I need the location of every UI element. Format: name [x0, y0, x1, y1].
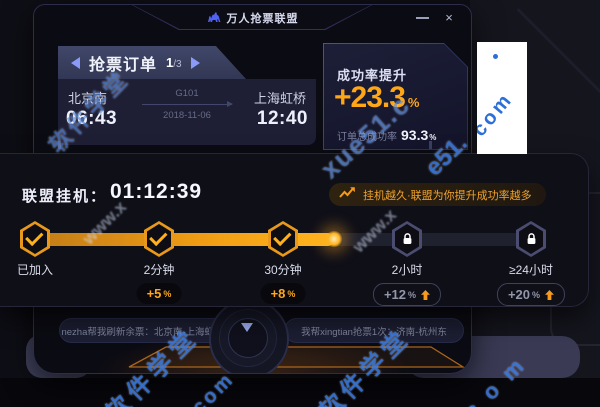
hangup-tip-text: 挂机越久·联盟为你提升成功率越多: [363, 189, 532, 202]
frame-tick-right: [429, 141, 432, 149]
order-card: 北京南 06:43 G101 2018-11-06 上海虹桥 12:40: [58, 79, 316, 145]
hangup-timer: 01:12:39: [110, 180, 203, 203]
order-total-value: 93.3: [401, 127, 429, 143]
check-icon: [268, 221, 298, 257]
hangup-label: 联盟挂机：: [22, 188, 108, 205]
success-boost-percent: %: [407, 95, 420, 110]
camel-logo-icon: [207, 11, 222, 26]
departure-block: 北京南 06:43: [66, 88, 117, 129]
watermark-white-box: ·com: [477, 42, 527, 154]
lock-icon: [392, 221, 422, 257]
window-title: 万人抢票联盟: [226, 13, 299, 25]
next-order-arrow[interactable]: [190, 56, 200, 69]
milestone-label: ≥24小时: [509, 263, 553, 277]
frame-tick-left: [58, 141, 61, 149]
milestone-badge-2h: +12%: [372, 283, 442, 306]
departure-station: 北京南: [68, 91, 108, 106]
order-page-total: /3: [173, 58, 182, 70]
check-icon: [144, 221, 174, 257]
watermark-com-box: ·com: [477, 88, 518, 149]
milestone-node-joined: [20, 221, 50, 257]
alliance-message-right: 我帮xingtian抢票1次：济南-杭州东: [284, 318, 464, 343]
milestone-track-fill: [35, 233, 334, 246]
success-boost-value-row: +23.3%: [334, 81, 419, 115]
route-arrow-line: [142, 101, 233, 107]
milestone-node-24h: [516, 221, 546, 257]
milestone-label: 30分钟: [264, 263, 302, 277]
hangup-overlay-panel: 联盟挂机： 01:12:39 挂机越久·联盟为你提升成功率越多: [0, 153, 589, 307]
milestone-badge-24h: +20%: [496, 283, 566, 306]
milestone-fill-glow: [325, 230, 343, 248]
chevron-down-icon: [241, 323, 253, 332]
lock-icon: [516, 221, 546, 257]
check-icon: [20, 221, 50, 257]
milestone-node-2h: [392, 221, 422, 257]
order-total-success-row: 订单总成功率 93.3%: [337, 127, 436, 143]
prev-order-arrow[interactable]: [71, 56, 80, 69]
alliance-message-left: nezha帮我刷新余票：北京南-上海虹桥: [59, 318, 226, 343]
hangup-tip-pill: 挂机越久·联盟为你提升成功率越多: [329, 183, 546, 206]
milestone-node-30min: [268, 221, 298, 257]
order-header-title: 抢票订单: [89, 56, 158, 74]
train-number: G101: [175, 88, 199, 99]
milestone-badge-2min: +5%: [136, 283, 182, 304]
backdrop-bottom-strip: [0, 378, 600, 407]
order-total-percent: %: [429, 133, 437, 142]
departure-time: 06:43: [66, 108, 118, 129]
success-rate-panel: 成功率提升 +23.3% 订单总成功率 93.3%: [323, 43, 468, 150]
up-arrow-icon: [545, 289, 555, 300]
arrival-station: 上海虹桥: [253, 91, 306, 106]
success-boost-label: 成功率提升: [337, 68, 408, 83]
milestone-label: 2分钟: [143, 263, 175, 277]
success-boost-value: +23.3: [334, 81, 405, 114]
arrival-block: 上海虹桥 12:40: [253, 88, 308, 129]
milestone-node-2min: [144, 221, 174, 257]
milestone-badge-30min: +8%: [260, 283, 306, 304]
minimize-button[interactable]: [416, 17, 429, 19]
order-page-current: 1: [166, 54, 174, 70]
milestone-label: 已加入: [16, 263, 53, 277]
trend-up-icon: [339, 186, 356, 204]
order-header-banner: 抢票订单 1/3: [58, 46, 246, 79]
up-arrow-icon: [421, 289, 431, 300]
travel-date: 2018-11-06: [163, 110, 211, 121]
close-button[interactable]: ×: [445, 10, 453, 25]
arrival-time: 12:40: [256, 108, 308, 129]
title-bar: 万人抢票联盟 ×: [34, 5, 471, 31]
milestone-label: 2小时: [391, 263, 423, 277]
window-title-row: 万人抢票联盟: [34, 5, 471, 31]
order-total-label: 订单总成功率: [337, 132, 397, 143]
